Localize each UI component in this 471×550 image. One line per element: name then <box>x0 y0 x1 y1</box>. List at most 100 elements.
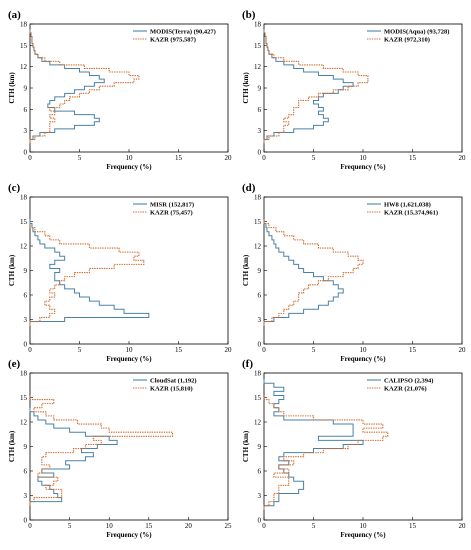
y-axis-label: CTH (km) <box>8 72 16 104</box>
x-tick-label: 10 <box>126 154 134 162</box>
y-tick-label: 6 <box>24 292 28 300</box>
x-tick-label: 10 <box>360 522 368 530</box>
legend-entry: MISR (152,817) <box>150 201 194 208</box>
panel-label: (c) <box>8 182 21 194</box>
y-tick-label: 15 <box>20 218 28 226</box>
y-axis-label: CTH (km) <box>242 430 250 462</box>
x-tick-label: 0 <box>262 154 266 162</box>
legend-entry: MODIS(Aqua) (93,728) <box>384 28 449 35</box>
x-tick-label: 20 <box>225 154 233 162</box>
x-tick-label: 25 <box>225 522 233 530</box>
x-tick-label: 15 <box>409 522 417 530</box>
x-axis-label: Frequency (%) <box>340 355 386 363</box>
legend-entry: KAZR (15,810) <box>150 385 193 392</box>
y-tick-label: 18 <box>254 21 262 29</box>
series-line-kazr <box>263 219 364 326</box>
legend-entry: KAZR (15,374,961) <box>384 209 438 216</box>
y-tick-label: 12 <box>20 63 28 71</box>
x-tick-label: 0 <box>262 346 266 354</box>
x-tick-label: 15 <box>409 154 417 162</box>
y-tick-label: 6 <box>258 106 262 114</box>
panel-label: (f) <box>242 358 253 370</box>
y-axis-label: CTH (km) <box>8 254 16 286</box>
y-tick-label: 9 <box>258 85 262 93</box>
series-line-satellite <box>29 407 118 506</box>
x-axis-label: Frequency (%) <box>340 163 386 171</box>
series-line-satellite <box>29 219 150 326</box>
y-tick-label: 15 <box>254 394 262 402</box>
plot-frame <box>29 23 229 153</box>
x-axis-label: Frequency (%) <box>106 163 152 171</box>
series-line-kazr <box>263 395 389 510</box>
series-line-kazr <box>29 223 145 326</box>
y-tick-label: 18 <box>254 194 262 202</box>
x-tick-label: 5 <box>68 522 72 530</box>
x-tick-label: 20 <box>459 154 467 162</box>
x-tick-label: 10 <box>106 522 114 530</box>
x-tick-label: 20 <box>185 522 193 530</box>
y-tick-label: 0 <box>24 149 28 157</box>
y-tick-label: 6 <box>24 106 28 114</box>
panel-label: (a) <box>8 9 21 21</box>
y-axis-label: CTH (km) <box>8 430 16 462</box>
y-tick-label: 9 <box>24 267 28 275</box>
y-tick-label: 0 <box>258 517 262 525</box>
y-tick-label: 15 <box>254 218 262 226</box>
legend-entry: CloudSat (1,192) <box>150 377 197 384</box>
y-tick-label: 0 <box>24 341 28 349</box>
x-tick-label: 0 <box>28 154 32 162</box>
x-axis-label: Frequency (%) <box>106 531 152 539</box>
legend-entry: KAZR (21,076) <box>384 385 427 392</box>
x-axis-label: Frequency (%) <box>106 355 152 363</box>
panel-label: (b) <box>242 9 256 21</box>
legend-entry: KAZR (75,457) <box>150 209 193 216</box>
x-tick-label: 0 <box>262 522 266 530</box>
panel-label: (d) <box>242 182 256 194</box>
chart-panel-c: 0 5 10 15 20 0 3 6 9 12 15 18 Frequency (%) CTH (km) (… <box>8 182 232 363</box>
y-axis-label: CTH (km) <box>242 72 250 104</box>
y-tick-label: 3 <box>258 127 262 135</box>
x-tick-label: 20 <box>225 346 233 354</box>
y-tick-label: 12 <box>20 419 28 427</box>
y-tick-label: 18 <box>20 194 28 202</box>
y-tick-label: 9 <box>24 443 28 451</box>
chart-panel-d: 0 5 10 15 20 0 3 6 9 12 15 18 Frequency (%) CTH (km) (… <box>242 182 466 363</box>
x-tick-label: 0 <box>28 346 32 354</box>
y-tick-label: 3 <box>24 492 28 500</box>
plot-frame <box>263 372 463 521</box>
y-tick-label: 6 <box>258 468 262 476</box>
chart-panel-e: 0 5 10 15 20 25 0 3 6 9 12 15 18 Frequency (%) CTH (km… <box>8 358 232 539</box>
series-line-satellite <box>29 29 105 144</box>
y-tick-label: 18 <box>254 370 262 378</box>
legend-entry: KAZR (972,310) <box>384 36 430 43</box>
x-tick-label: 5 <box>78 346 82 354</box>
x-tick-label: 5 <box>312 346 316 354</box>
y-tick-label: 15 <box>20 42 28 50</box>
series-line-kazr <box>29 395 174 506</box>
legend-entry: HW8 (1,621,038) <box>384 201 431 208</box>
series-line-satellite <box>263 219 344 326</box>
x-tick-label: 15 <box>175 346 183 354</box>
y-tick-label: 0 <box>258 341 262 349</box>
y-tick-label: 6 <box>24 468 28 476</box>
y-tick-label: 12 <box>254 419 262 427</box>
y-tick-label: 9 <box>24 85 28 93</box>
chart-panel-b: 0 5 10 15 20 0 3 6 9 12 15 18 Frequency (%) CTH (km) (… <box>242 9 466 171</box>
panel-label: (e) <box>8 358 21 370</box>
y-axis-label: CTH (km) <box>242 254 250 286</box>
y-tick-label: 12 <box>20 243 28 251</box>
legend-entry: MODIS(Terra) (90,427) <box>150 28 216 35</box>
y-tick-label: 6 <box>258 292 262 300</box>
y-tick-label: 12 <box>254 63 262 71</box>
y-tick-label: 15 <box>20 394 28 402</box>
series-line-satellite <box>263 29 354 144</box>
y-tick-label: 12 <box>254 243 262 251</box>
y-tick-label: 18 <box>20 21 28 29</box>
y-tick-label: 3 <box>24 316 28 324</box>
y-tick-label: 3 <box>258 316 262 324</box>
x-tick-label: 20 <box>459 346 467 354</box>
legend-entry: KAZR (975,587) <box>150 36 196 43</box>
x-tick-label: 15 <box>145 522 153 530</box>
series-line-kazr <box>263 29 369 144</box>
x-axis-label: Frequency (%) <box>340 531 386 539</box>
